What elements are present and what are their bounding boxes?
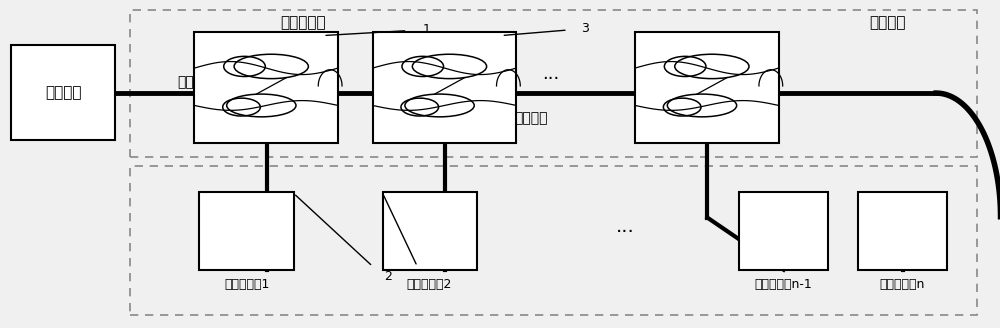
Text: 光纤传感器2: 光纤传感器2 [406,278,452,291]
Text: 3: 3 [581,22,589,35]
Text: 光路适配器: 光路适配器 [281,15,326,30]
Bar [373,32,516,143]
Bar [858,192,947,270]
Text: 传输光缆: 传输光缆 [514,112,548,126]
Text: 传感器组: 传感器组 [178,76,211,90]
Bar [635,32,779,143]
Text: ···: ··· [542,70,560,88]
Bar [130,10,977,157]
Text: 光纤传感器n-1: 光纤传感器n-1 [755,278,813,291]
Text: 1: 1 [422,23,430,35]
Text: 传输光路: 传输光路 [869,15,906,30]
Bar [739,192,828,270]
Text: 2: 2 [384,270,392,283]
Text: 光纤传感器n: 光纤传感器n [880,278,925,291]
Bar [130,166,977,315]
Bar [194,32,338,143]
Text: 系统主机: 系统主机 [45,85,82,100]
Bar [199,192,294,270]
Text: ···: ··· [616,223,635,242]
Bar [383,192,477,270]
Bar [11,45,115,140]
Text: 光纤传感器1: 光纤传感器1 [224,278,270,291]
